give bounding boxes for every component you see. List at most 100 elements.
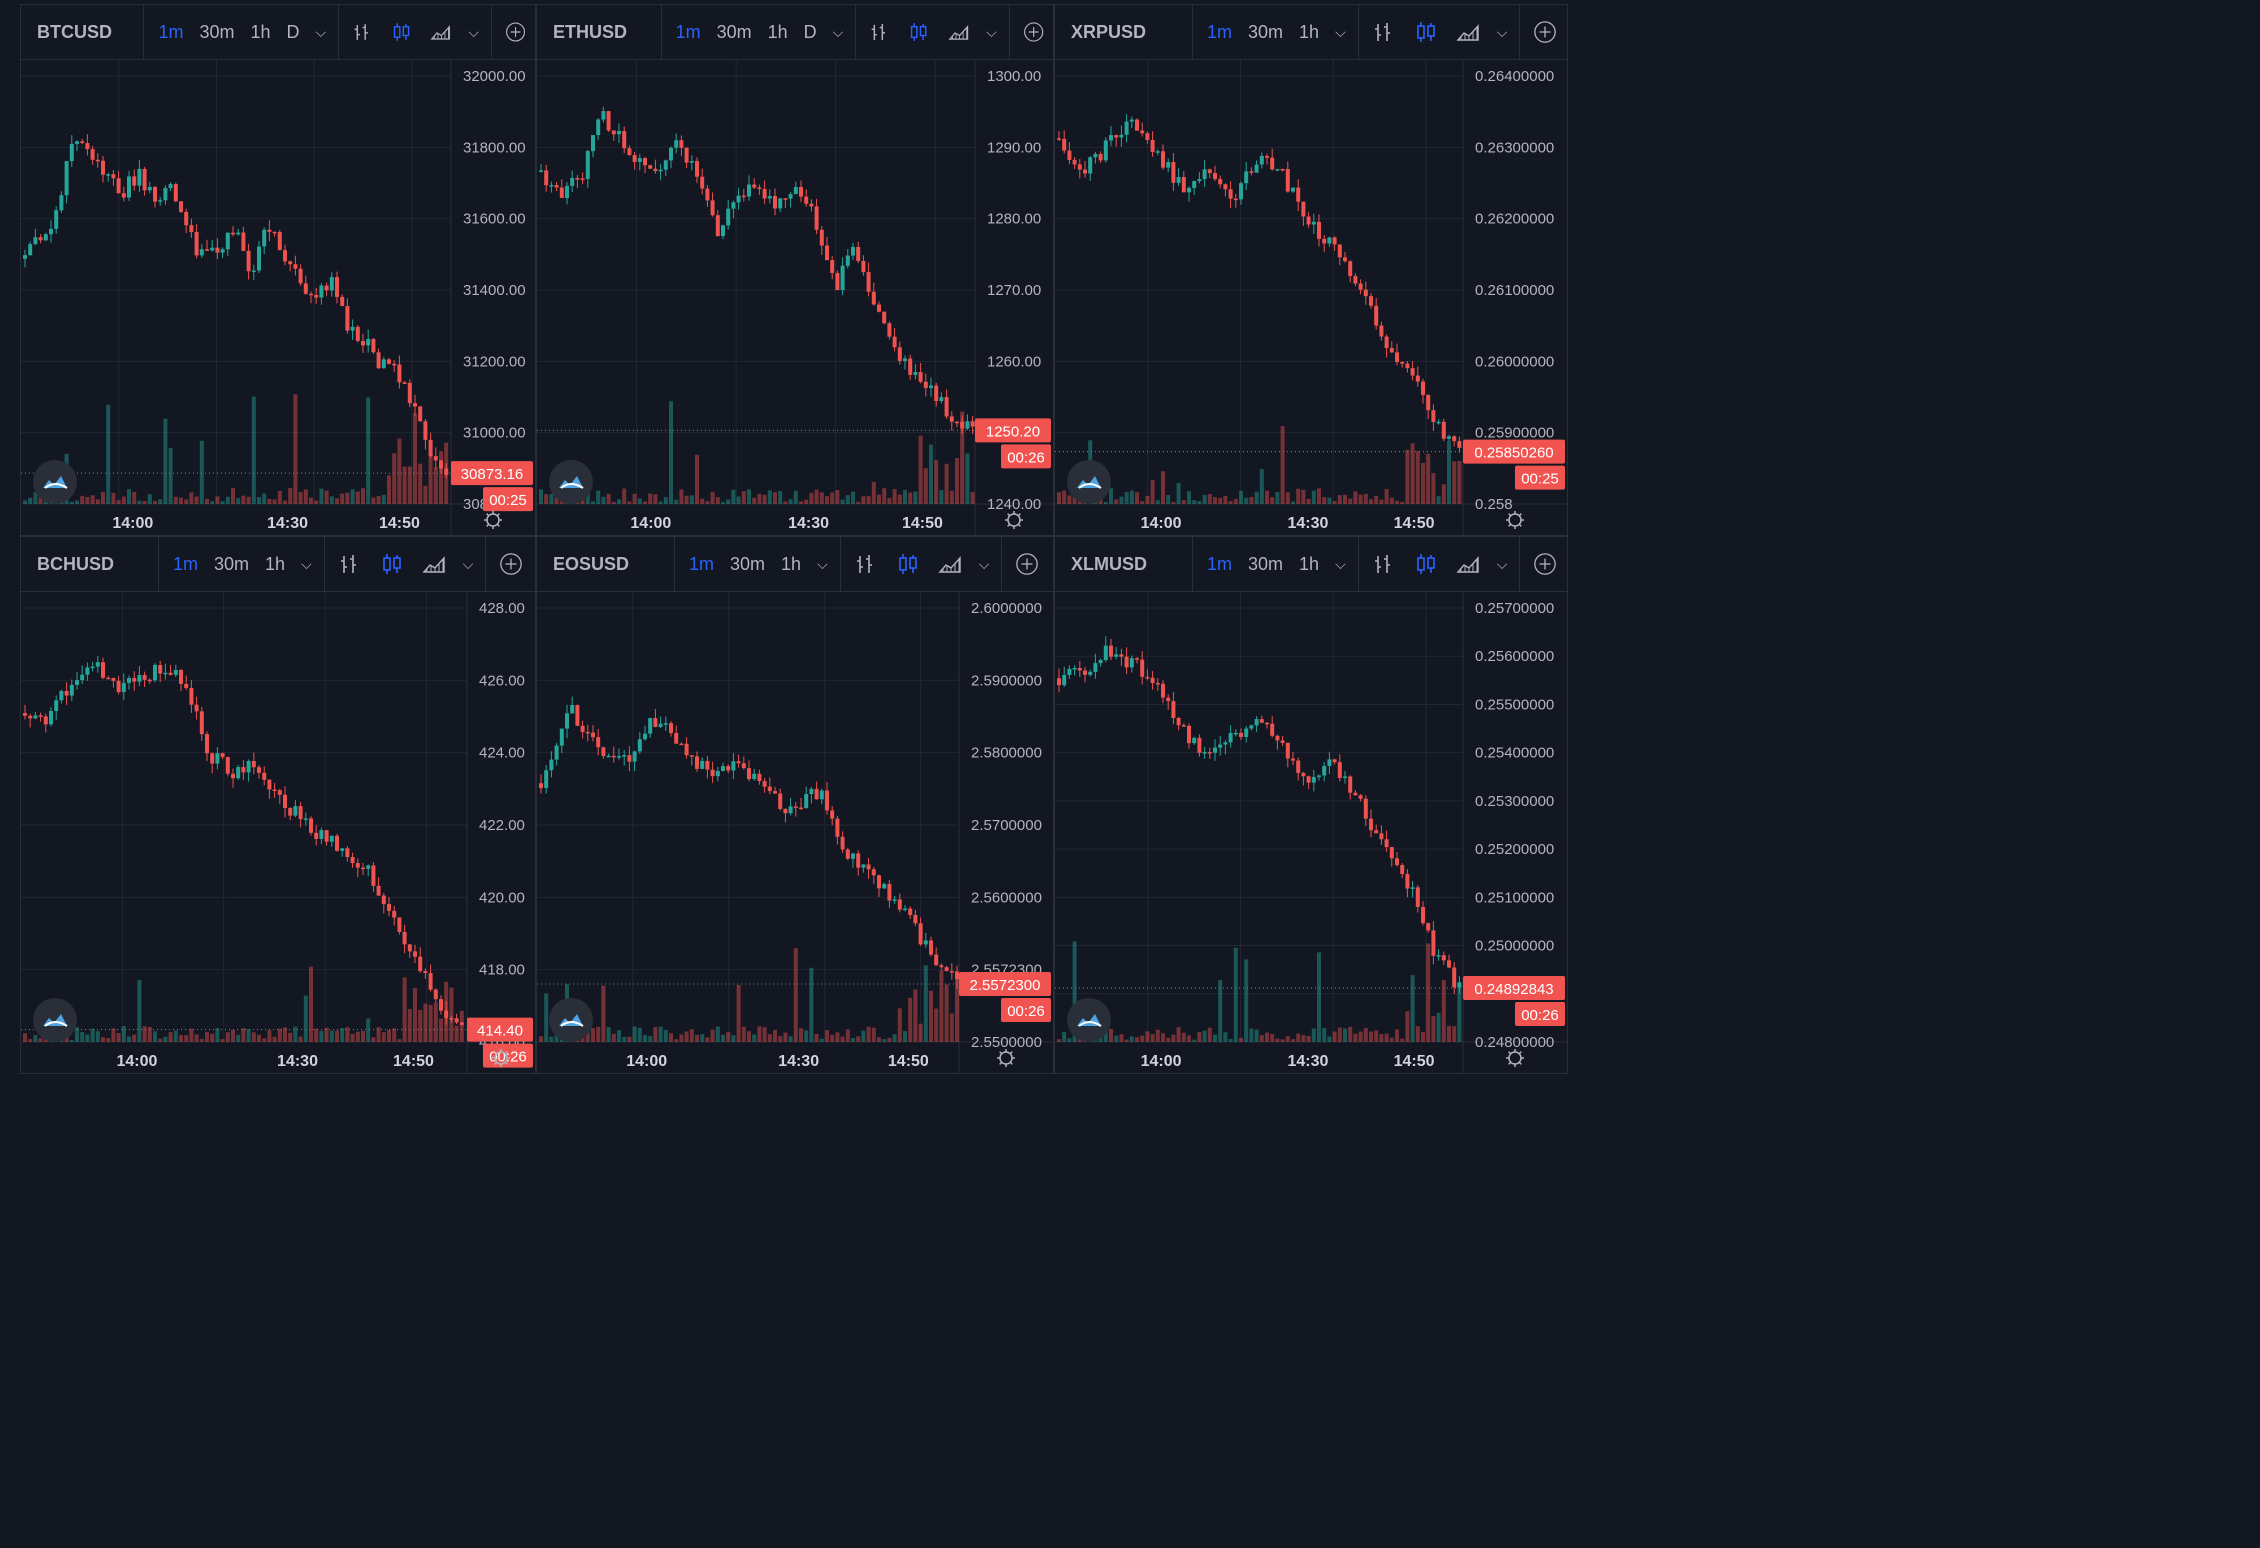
timeframe-dropdown-icon[interactable]: ⌵	[832, 23, 844, 40]
add-indicator-icon[interactable]	[1023, 20, 1044, 44]
add-indicator-icon[interactable]	[1533, 552, 1557, 576]
timeframe-1h-button[interactable]: 1h	[250, 21, 271, 42]
candle-body	[1083, 670, 1087, 675]
bars-style-icon[interactable]	[869, 20, 890, 44]
candles-style-icon[interactable]	[896, 552, 920, 576]
volume-bar	[163, 1036, 168, 1042]
volume-bar	[1337, 495, 1342, 504]
timeframe-dropdown-icon[interactable]: ⌵	[817, 555, 828, 572]
area-style-icon[interactable]	[1456, 552, 1480, 576]
timeframe-d-button[interactable]: D	[286, 21, 300, 42]
add-indicator-icon[interactable]	[499, 552, 523, 576]
add-indicator-icon[interactable]	[1533, 20, 1557, 44]
timeframe-30m-button[interactable]: 30m	[730, 553, 766, 574]
candles-style-icon[interactable]	[1414, 20, 1438, 44]
candle-body	[632, 751, 637, 762]
timeframe-1m-button[interactable]: 1m	[675, 21, 701, 42]
timeframe-dropdown-icon[interactable]: ⌵	[301, 555, 312, 572]
timeframe-1h-button[interactable]: 1h	[781, 553, 802, 574]
candles-style-icon[interactable]	[391, 20, 412, 44]
area-style-icon[interactable]	[1456, 20, 1480, 44]
bars-style-icon[interactable]	[338, 552, 362, 576]
area-style-icon[interactable]	[422, 552, 446, 576]
symbol-label[interactable]: XLMUSD	[1055, 537, 1193, 591]
candles-style-icon[interactable]	[908, 20, 929, 44]
timeframe-1h-button[interactable]: 1h	[265, 553, 286, 574]
add-indicator-icon[interactable]	[1015, 552, 1039, 576]
timeframe-1m-button[interactable]: 1m	[1207, 553, 1233, 574]
timeframe-30m-button[interactable]: 30m	[1248, 21, 1284, 42]
timeframe-1m-button[interactable]: 1m	[173, 553, 199, 574]
symbol-label[interactable]: EOSUSD	[537, 537, 675, 591]
volume-bar	[1077, 500, 1082, 504]
timeframe-1h-button[interactable]: 1h	[1299, 553, 1320, 574]
add-indicator-icon[interactable]	[505, 20, 526, 44]
bars-style-icon[interactable]	[352, 20, 373, 44]
candles-style-icon[interactable]	[380, 552, 404, 576]
chart-style-dropdown-icon[interactable]: ⌵	[1496, 555, 1508, 572]
timeframe-d-button[interactable]: D	[803, 21, 817, 42]
symbol-label[interactable]: BTCUSD	[21, 5, 145, 59]
chart-style-dropdown-icon[interactable]: ⌵	[978, 555, 990, 572]
price-chart[interactable]: 0.26400000 0.26300000 0.26200000 0.26100000…	[1055, 60, 1567, 536]
volume-bar	[1062, 1031, 1067, 1042]
tradingview-logo-icon[interactable]	[33, 998, 77, 1042]
price-chart[interactable]: 428.00426.00424.00422.00420.00418.00416.…	[21, 592, 535, 1074]
chart-style-dropdown-icon[interactable]: ⌵	[462, 555, 474, 572]
timeframe-1m-button[interactable]: 1m	[158, 21, 184, 42]
chart-panel-xlmusd[interactable]: XLMUSD 1m 30m 1h ⌵ ⌵ 0.25700000 0.25600000 0.255…	[1054, 536, 1568, 1074]
symbol-label[interactable]: ETHUSD	[537, 5, 662, 59]
timeframe-1h-button[interactable]: 1h	[1299, 21, 1320, 42]
settings-gear-icon[interactable]	[484, 511, 502, 529]
volume-bar	[1384, 1033, 1389, 1042]
candle-body	[1311, 221, 1316, 225]
price-chart[interactable]: 1300.00 1290.00 1280.00 1270.00 1260.00 1250.…	[537, 60, 1053, 536]
timeframe-1h-button[interactable]: 1h	[767, 21, 788, 42]
chart-panel-xrpusd[interactable]: XRPUSD 1m 30m 1h ⌵ ⌵ 0.26400000 0.26300000 0.262…	[1054, 4, 1568, 536]
settings-gear-icon[interactable]	[1506, 511, 1524, 529]
volume-bar	[1187, 491, 1191, 504]
timeframe-dropdown-icon[interactable]: ⌵	[1335, 555, 1346, 572]
chart-panel-bchusd[interactable]: BCHUSD 1m 30m 1h ⌵ ⌵ 428.00 426.00 424.00 422.00 4…	[20, 536, 536, 1074]
tradingview-logo-icon[interactable]	[1067, 460, 1111, 504]
area-style-icon[interactable]	[430, 20, 451, 44]
timeframe-dropdown-icon[interactable]: ⌵	[315, 23, 327, 40]
candles-style-icon[interactable]	[1414, 552, 1438, 576]
bars-style-icon[interactable]	[1372, 552, 1396, 576]
bars-style-icon[interactable]	[854, 552, 878, 576]
timeframe-30m-button[interactable]: 30m	[716, 21, 752, 42]
tradingview-logo-icon[interactable]	[549, 998, 593, 1042]
divider	[323, 537, 325, 591]
symbol-label[interactable]: BCHUSD	[21, 537, 159, 591]
price-chart[interactable]: 2.6000000 2.5900000 2.5800000 2.5700000 2.56…	[537, 592, 1053, 1074]
candle-body	[944, 967, 949, 972]
bars-style-icon[interactable]	[1372, 20, 1396, 44]
chart-style-dropdown-icon[interactable]: ⌵	[1496, 23, 1508, 40]
settings-gear-icon[interactable]	[492, 1049, 510, 1067]
settings-gear-icon[interactable]	[1005, 511, 1023, 529]
price-chart[interactable]: 0.25700000 0.25600000 0.25500000 0.25400000…	[1055, 592, 1567, 1074]
settings-gear-icon[interactable]	[1506, 1049, 1524, 1067]
price-chart[interactable]: 32000.00 31800.00 31600.00 31400.00 31200.00…	[21, 60, 535, 536]
chart-panel-btcusd[interactable]: BTCUSD 1m 30m 1h D ⌵ ⌵ 32000.00 31800.00 31600.00…	[20, 4, 536, 536]
timeframe-1m-button[interactable]: 1m	[689, 553, 715, 574]
area-style-icon[interactable]	[948, 20, 969, 44]
timeframe-30m-button[interactable]: 30m	[1248, 553, 1284, 574]
timeframe-1m-button[interactable]: 1m	[1207, 21, 1233, 42]
tradingview-logo-icon[interactable]	[1067, 998, 1111, 1042]
area-style-icon[interactable]	[938, 552, 962, 576]
chart-style-dropdown-icon[interactable]: ⌵	[986, 23, 997, 40]
tradingview-logo-icon[interactable]	[33, 460, 77, 504]
timeframe-30m-button[interactable]: 30m	[214, 553, 250, 574]
tradingview-logo-icon[interactable]	[549, 460, 593, 504]
timeframe-30m-button[interactable]: 30m	[199, 21, 235, 42]
settings-gear-icon[interactable]	[997, 1049, 1015, 1067]
chart-panel-ethusd[interactable]: ETHUSD 1m 30m 1h D ⌵ ⌵ 1300.00 1290.00 1280.00 127…	[536, 4, 1054, 536]
price-axis-label: 0.26100000	[1475, 282, 1554, 299]
volume-bar	[913, 989, 918, 1042]
chart-style-dropdown-icon[interactable]: ⌵	[468, 23, 479, 40]
timeframe-dropdown-icon[interactable]: ⌵	[1335, 23, 1346, 40]
symbol-label[interactable]: XRPUSD	[1055, 5, 1193, 59]
chart-panel-eosusd[interactable]: EOSUSD 1m 30m 1h ⌵ ⌵ 2.6000000 2.5900000 2.58000…	[536, 536, 1054, 1074]
candle-body	[840, 265, 845, 291]
